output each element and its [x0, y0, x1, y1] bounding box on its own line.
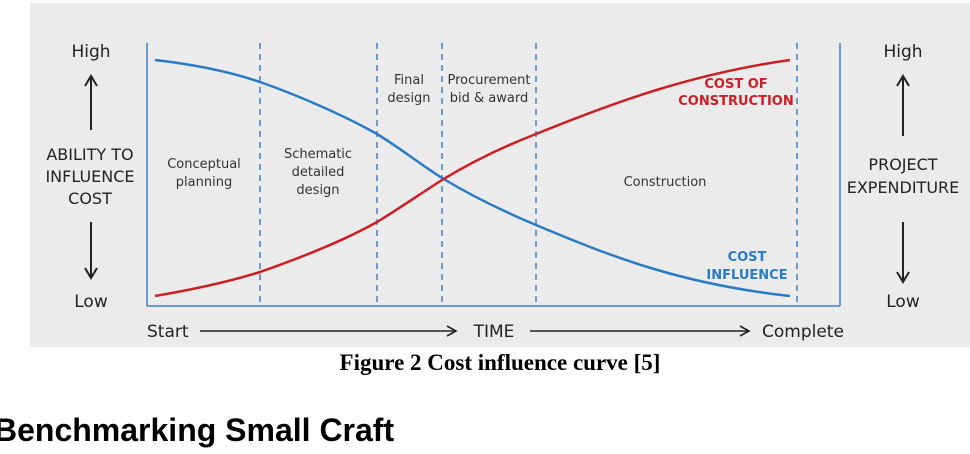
time-axis-start-label: Start [147, 322, 189, 342]
phase-schematic-design-line-3: design [296, 183, 339, 198]
time-axis-label: TIME [473, 322, 515, 342]
right-axis-title-line-2: EXPENDITURE [847, 178, 960, 197]
time-axis-arrow-left [200, 325, 458, 337]
phase-final-design-line-1: Final [394, 73, 424, 88]
left-axis-title-line-1: ABILITY TO [46, 145, 133, 164]
cost-influence-figure: High ABILITY TO INFLUENCE COST Low High … [30, 3, 970, 347]
right-axis-low-label: Low [886, 292, 920, 312]
phase-construction-label: Construction [624, 175, 707, 190]
left-axis-title-line-2: INFLUENCE [45, 167, 134, 186]
time-axis-complete-label: Complete [762, 322, 844, 342]
figure-background [30, 3, 970, 347]
phase-schematic-design-line-2: detailed [292, 165, 345, 180]
cost-influence-label-line-1: COST [728, 250, 767, 265]
phase-schematic-design-line-1: Schematic [284, 147, 352, 162]
phase-conceptual-planning-line-1: Conceptual [167, 157, 241, 172]
cost-influence-label-line-2: INFLUENCE [706, 268, 787, 283]
left-axis-title-line-3: COST [68, 189, 112, 208]
left-axis-low-label: Low [74, 292, 108, 312]
right-axis-high-label: High [883, 42, 922, 62]
left-axis-up-arrow [84, 74, 98, 130]
right-axis-title-line-1: PROJECT [868, 155, 937, 174]
phase-conceptual-planning-line-2: planning [176, 175, 232, 190]
left-axis-high-label: High [71, 42, 110, 62]
right-axis-up-arrow [896, 74, 910, 136]
phase-procurement-line-2: bid & award [450, 91, 528, 106]
cost-of-construction-curve [154, 58, 791, 298]
phase-procurement-line-1: Procurement [447, 73, 530, 88]
cost-influence-curve [154, 58, 791, 298]
left-axis-down-arrow [84, 222, 98, 280]
cost-of-construction-label-line-2: CONSTRUCTION [678, 94, 793, 109]
figure-caption: Figure 2 Cost influence curve [5] [339, 350, 661, 375]
right-axis-down-arrow [896, 222, 910, 284]
cost-of-construction-label-line-1: COST OF [704, 77, 767, 92]
phase-final-design-line-2: design [387, 91, 430, 106]
section-heading: Benchmarking Small Craft [0, 412, 395, 448]
time-axis-arrow-right [530, 325, 751, 337]
